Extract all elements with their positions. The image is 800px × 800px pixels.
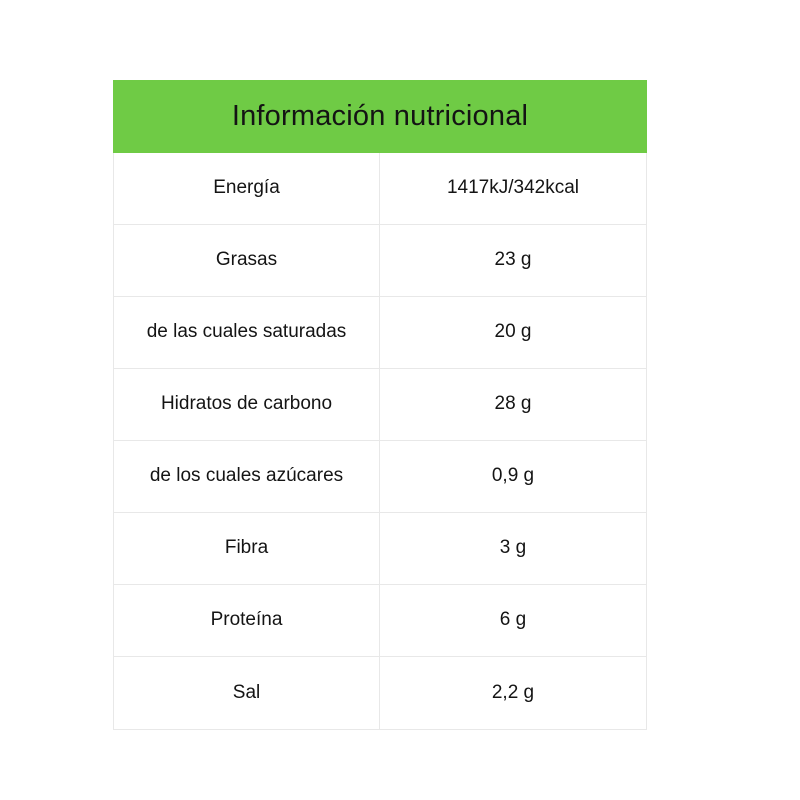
nutrient-value: 0,9 g (491, 465, 535, 487)
table-row: Grasas 23 g (114, 225, 646, 297)
table-header: Información nutricional (113, 80, 647, 153)
page-title: Información nutricional (231, 100, 529, 132)
nutrient-label: Grasas (114, 225, 380, 296)
nutrient-label: Energía (114, 153, 380, 224)
nutrient-value: 28 g (494, 393, 532, 415)
table-row: Hidratos de carbono 28 g (114, 369, 646, 441)
nutrient-value: 20 g (494, 321, 532, 343)
nutrient-label: Proteína (114, 585, 380, 656)
nutrient-value: 2,2 g (491, 681, 535, 703)
table-row: Sal 2,2 g (114, 657, 646, 729)
table-row: Proteína 6 g (114, 585, 646, 657)
nutrient-label: de los cuales azúcares (114, 441, 380, 512)
table-row: Fibra 3 g (114, 513, 646, 585)
nutrient-value: 23 g (494, 249, 532, 271)
nutrient-label: de las cuales saturadas (114, 297, 380, 368)
nutrition-facts-panel: Información nutricional Energía 1417kJ/3… (113, 80, 647, 730)
table-row: de las cuales saturadas 20 g (114, 297, 646, 369)
nutrient-value: 1417kJ/342kcal (446, 177, 580, 199)
nutrient-label: Sal (114, 657, 380, 729)
nutrient-label: Hidratos de carbono (114, 369, 380, 440)
table-row: Energía 1417kJ/342kcal (114, 153, 646, 225)
nutrient-value: 6 g (499, 609, 527, 631)
nutrient-value: 3 g (499, 537, 527, 559)
nutrition-table: Energía 1417kJ/342kcal Grasas 23 g de la… (113, 153, 647, 730)
table-row: de los cuales azúcares 0,9 g (114, 441, 646, 513)
nutrient-label: Fibra (114, 513, 380, 584)
